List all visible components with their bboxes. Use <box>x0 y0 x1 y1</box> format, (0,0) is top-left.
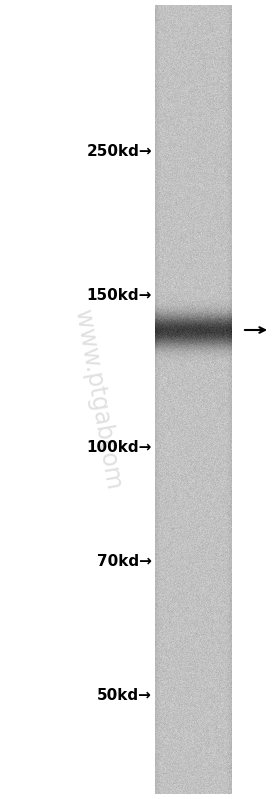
Text: 50kd→: 50kd→ <box>97 687 152 702</box>
Text: 70kd→: 70kd→ <box>97 555 152 570</box>
Text: 100kd→: 100kd→ <box>87 440 152 455</box>
Text: www.ptgabcom: www.ptgabcom <box>70 308 126 491</box>
Text: 250kd→: 250kd→ <box>86 145 152 160</box>
Text: 150kd→: 150kd→ <box>87 288 152 303</box>
